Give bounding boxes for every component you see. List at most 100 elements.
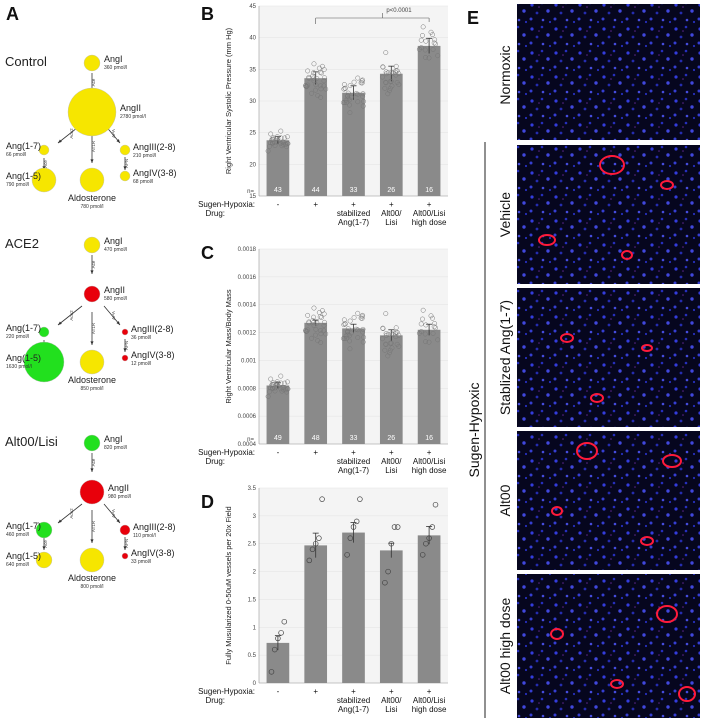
- data-point: [389, 331, 395, 337]
- sugen-row-label: Sugen-Hypoxia:: [198, 448, 255, 457]
- data-point: [418, 329, 424, 334]
- data-point: [387, 347, 393, 353]
- y-tick-label: 2: [253, 570, 257, 576]
- data-point: [272, 143, 278, 149]
- data-point: [311, 305, 317, 311]
- data-point: [383, 71, 389, 77]
- enzyme-label: AT1R: [91, 322, 96, 334]
- data-point: [322, 75, 327, 81]
- y-axis-title: Fully Musularized 0-50uM vessels per 20x…: [224, 506, 233, 664]
- data-point: [342, 321, 348, 327]
- data-point: [380, 336, 385, 342]
- data-point: [383, 69, 389, 75]
- enzyme-label: Ace2: [69, 310, 74, 321]
- node-label: AngIII(2-8): [131, 324, 174, 334]
- data-point: [423, 38, 429, 44]
- sugen-value: +: [351, 448, 356, 457]
- data-point: [315, 338, 321, 344]
- data-point: [355, 91, 361, 97]
- data-point: [351, 79, 357, 85]
- vessel-ring: [662, 454, 682, 468]
- data-point: [306, 74, 312, 80]
- pathway-arrow: [57, 305, 83, 326]
- data-point: [278, 630, 284, 636]
- micrograph-label: Stablized Ang(1-7): [497, 300, 513, 415]
- enzyme-label: Ace: [91, 260, 96, 268]
- data-point: [345, 326, 351, 332]
- bar: [266, 642, 290, 683]
- data-point: [360, 77, 366, 83]
- bar: [417, 45, 441, 197]
- node-ang38: [121, 552, 129, 560]
- data-point: [426, 535, 432, 541]
- bar: [266, 385, 290, 444]
- y-tick-label: 3: [253, 514, 257, 520]
- data-point: [305, 82, 311, 88]
- data-point: [423, 540, 429, 547]
- node-amount: 36 pmol/l: [131, 335, 151, 341]
- micrograph-2: Stablized Ang(1-7): [497, 288, 700, 427]
- data-point: [318, 331, 324, 337]
- drug-value: Alt00/: [381, 209, 402, 218]
- node-amount: 66 pmol/l: [6, 152, 26, 158]
- data-point: [321, 67, 327, 73]
- drug-value: Lisi: [385, 466, 397, 475]
- data-point: [353, 518, 360, 525]
- data-point: [389, 69, 395, 75]
- data-point: [271, 646, 278, 653]
- data-point: [268, 131, 274, 137]
- drug-value: stabilized: [337, 457, 370, 466]
- data-point: [323, 86, 329, 92]
- data-point: [285, 379, 290, 385]
- node-ang15: [31, 167, 57, 193]
- data-point: [383, 80, 389, 86]
- panel-label-a: A: [6, 4, 19, 24]
- node-amount: 790 pmol/l: [6, 182, 29, 188]
- bar: [304, 78, 328, 196]
- data-point: [345, 90, 351, 96]
- data-point: [420, 307, 426, 313]
- data-point: [313, 326, 319, 332]
- node-amount: 800 pmol/l: [80, 584, 103, 590]
- data-point: [430, 330, 436, 336]
- data-point: [433, 325, 438, 331]
- panel-d-chart: 0 0.5 1 1.5 2 2.5 3 3.5 Fully Musularized 0-50uM…: [198, 486, 448, 714]
- data-point: [393, 72, 399, 78]
- panel-b-chart: 15 20 25 30 35 40 45 Right Ventricular Systolic…: [198, 4, 448, 227]
- node-label: Ang(1-7): [6, 323, 41, 333]
- drug-value: high dose: [412, 466, 447, 475]
- panel-label-b: B: [201, 4, 214, 24]
- data-point: [387, 85, 393, 91]
- data-point: [305, 312, 311, 318]
- data-point: [303, 329, 309, 335]
- enzyme-label: Ace: [91, 458, 96, 466]
- drug-value: Alt00/: [381, 457, 402, 466]
- drug-value: Ang(1-7): [338, 705, 369, 714]
- arrow-head: [123, 166, 127, 170]
- arrow-head: [123, 348, 127, 352]
- data-point: [270, 140, 275, 146]
- arrow-head: [90, 270, 94, 274]
- node-label: AngI: [104, 54, 123, 64]
- drug-value: high dose: [412, 218, 447, 227]
- bar: [304, 322, 328, 444]
- data-point: [268, 669, 275, 675]
- data-point: [280, 139, 286, 145]
- data-point: [344, 335, 349, 341]
- sugen-value: -: [277, 448, 280, 457]
- enzyme-label: AT1R: [91, 520, 96, 532]
- n-value: 44: [312, 187, 320, 194]
- data-point: [394, 329, 400, 335]
- data-point: [344, 100, 349, 105]
- vessel-ring: [590, 393, 604, 403]
- node-label: AngI: [104, 434, 123, 444]
- data-point: [360, 339, 366, 345]
- drug-row-label: Drug:: [205, 209, 225, 218]
- pathway-arrow: [103, 305, 121, 326]
- data-point: [311, 70, 317, 76]
- n-value: 16: [425, 187, 433, 194]
- drug-value: Alt00/: [381, 696, 402, 705]
